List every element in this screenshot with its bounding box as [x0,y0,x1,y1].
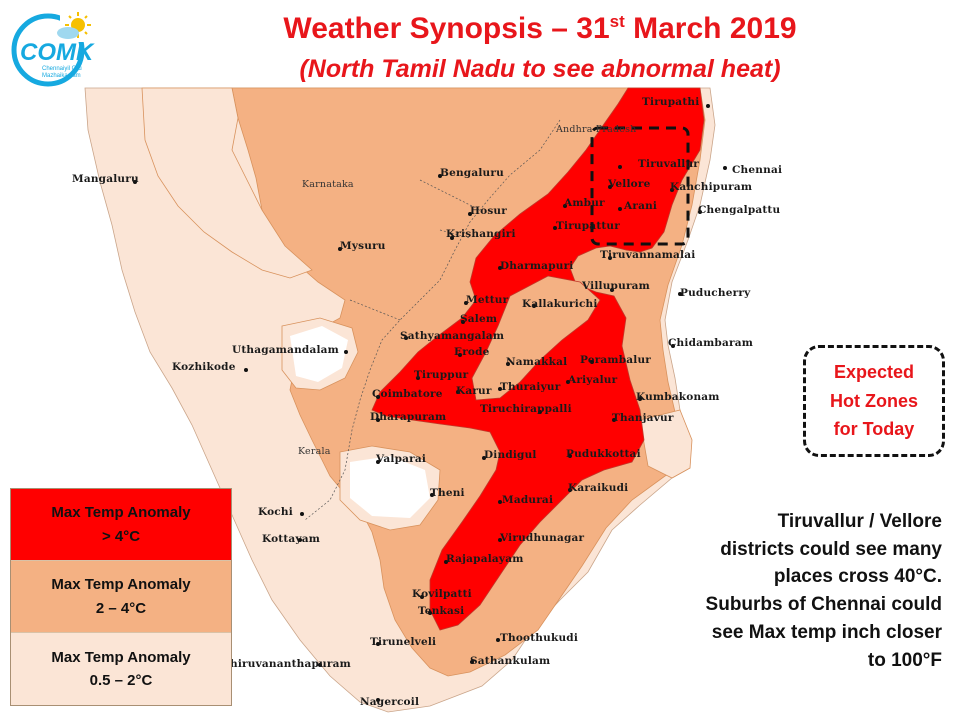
place-label: Tirupathi [642,96,700,108]
place-label: Nagercoil [360,696,420,708]
place-label: Tirunelveli [370,636,437,648]
place-label: Dharmapuri [500,260,574,272]
place-label: Tirupattur [556,220,620,232]
place-label: Dharapuram [370,411,447,423]
place-label: Kumbakonam [636,391,720,403]
place-label: Karnataka [302,179,354,190]
place-label: Namakkal [506,356,568,368]
white-spot-ooty [290,326,348,382]
hot-zone-gap [471,275,601,401]
cloud-icon [57,27,79,39]
logo-tagline-2: Mazhaikaalam [42,73,81,79]
place-label: Sathyamangalam [400,330,505,342]
place-label: Kerala [298,446,331,457]
place-label: Kovilpatti [412,588,472,600]
place-label: Kallakurichi [522,298,598,310]
place-label: Kottayam [262,533,321,545]
place-label: Madurai [502,494,554,506]
place-label: Villupuram [582,280,650,292]
place-label: Sathankulam [470,655,551,667]
place-label: Pudukkottai [566,448,641,460]
place-label: Tenkasi [418,605,465,617]
place-label: Chengalpattu [698,204,781,216]
place-label: Thuraiyur [500,381,561,393]
hotspot-dashed-box [590,126,690,246]
place-label: Arani [624,200,658,212]
page-title: Weather Synopsis – 31st March 2019 [283,12,797,45]
place-label: Karur [456,385,492,397]
logo-text: COMK [20,39,95,66]
place-label: Vellore [608,178,651,190]
place-label: Virudhunagar [500,532,585,544]
forecast-note: Tiruvallur / Vellore districts could see… [705,511,942,671]
place-label: Perambalur [580,354,652,366]
light-patch-coast [639,409,693,479]
white-spot-valparai [350,456,430,518]
place-label: Karaikudi [568,482,629,494]
legend-item-low: Max Temp Anomaly 0.5 – 2°C [11,633,231,705]
light-patch-west [141,87,313,279]
district-boundaries [304,119,561,521]
place-label: Ambur [564,197,605,209]
place-label: Hosur [470,205,508,217]
place-label: Bengaluru [440,167,504,179]
place-label: Krishangiri [446,228,516,240]
place-label: Salem [460,313,498,325]
place-label: Mangaluru [72,173,139,185]
legend-item-mid: Max Temp Anomaly 2 – 4°C [11,561,231,633]
place-label: Rajapalayam [446,553,524,565]
place-label: Chennai [732,164,783,176]
place-label: Thiruvananthapuram [222,658,351,670]
place-label: Thanjavur [612,412,674,424]
place-label: Tiruvallur [638,158,700,170]
place-label: Chidambaram [668,337,754,349]
place-label: Kanchipuram [670,181,753,193]
place-label: Puducherry [680,287,751,299]
logo-tagline-1: Chennaiyil Oru [42,66,82,72]
page-subtitle: (North Tamil Nadu to see abnormal heat) [299,55,781,83]
place-label: Ariyalur [568,374,618,386]
hot-zones-callout: Expected Hot Zones for Today [803,345,945,457]
legend: Max Temp Anomaly > 4°C Max Temp Anomaly 2 … [10,488,232,706]
place-label: Tiruvannamalai [600,249,696,261]
legend-item-high: Max Temp Anomaly > 4°C [11,489,231,561]
place-label: Thoothukudi [500,632,579,644]
place-label: Tiruppur [414,369,469,381]
place-label: Theni [430,487,465,499]
city-dots [133,104,727,702]
place-label: Uthagamandalam [232,344,339,356]
comk-logo: COMK Chennaiyil Oru Mazhaikaalam [8,8,98,92]
place-label: Tiruchirappalli [480,403,572,415]
place-label: Erode [454,346,490,358]
place-label: Andhra Pradesh [556,124,637,135]
place-label: Valparai [376,453,427,465]
place-label: Kozhikode [172,361,236,373]
place-label: Dindigul [484,449,537,461]
place-label: Mettur [466,294,509,306]
place-label: Kochi [258,506,293,518]
place-label: Coimbatore [372,388,443,400]
place-label: Mysuru [340,240,386,252]
